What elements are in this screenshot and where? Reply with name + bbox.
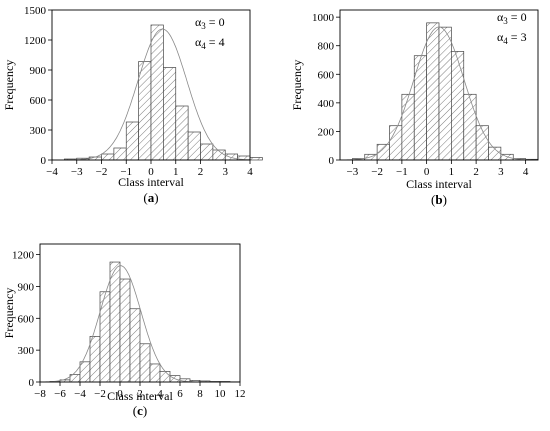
x-tick-label: 0 <box>424 166 430 178</box>
histogram-bar <box>149 363 161 383</box>
y-tick-label: 1200 <box>12 250 35 262</box>
y-tick-label: 900 <box>30 65 47 77</box>
panel-label: (a) <box>143 190 158 205</box>
moment-annotation: α3 = 0 <box>497 10 527 26</box>
histogram-bar <box>159 371 171 383</box>
histogram-bar <box>187 131 201 161</box>
chart-panel-b: −3 −2 −1 0 1 2 3 4 0 200 400 600 800 1000 Class interv… <box>290 9 539 207</box>
histogram-bar <box>249 157 263 161</box>
x-tick-label: 6 <box>177 388 183 400</box>
y-axis-label: Frequency <box>2 60 16 111</box>
x-tick-label: 4 <box>157 388 163 400</box>
y-tick-label: 0 <box>329 155 335 167</box>
histogram-bar <box>451 51 465 161</box>
x-tick-label: −2 <box>96 166 108 178</box>
density-curve <box>52 28 251 161</box>
y-tick-label: 300 <box>18 345 35 357</box>
y-tick-label: 600 <box>18 313 35 325</box>
histogram-bar <box>224 153 238 161</box>
histogram-bar <box>89 336 101 383</box>
chart-panel-c: −8 −6 −4 −2 0 2 4 6 8 10 12 0 300 600 900 1200 Class int… <box>2 243 246 418</box>
x-tick-label: 0 <box>117 388 123 400</box>
y-axis-label: Frequency <box>2 288 16 339</box>
x-axis-label: Class interval <box>118 175 184 189</box>
histogram-bar <box>125 121 139 161</box>
x-tick-label: 4 <box>523 166 529 178</box>
plot-frame <box>339 9 539 161</box>
x-tick-label: 12 <box>235 388 246 400</box>
x-tick-label: −4 <box>46 166 58 178</box>
histogram-bar <box>119 278 131 383</box>
histogram-bar <box>99 291 111 383</box>
histogram-bar <box>113 147 127 161</box>
x-tick-label: 1 <box>449 166 455 178</box>
x-tick-label: 2 <box>473 166 479 178</box>
x-tick-label: −8 <box>34 388 46 400</box>
x-tick-label: 0 <box>148 166 154 178</box>
x-axis-label: Class interval <box>107 389 173 403</box>
histogram-bar <box>163 67 177 161</box>
x-tick-label: 10 <box>215 388 227 400</box>
histogram-bar <box>129 308 141 383</box>
histogram-bar <box>139 343 151 383</box>
x-tick-label: −3 <box>71 166 83 178</box>
y-tick-label: 1500 <box>24 5 47 17</box>
y-tick-label: 200 <box>318 126 335 138</box>
y-tick-label: 300 <box>30 125 47 137</box>
x-tick-label: −3 <box>347 166 359 178</box>
histogram-bar <box>109 261 121 383</box>
x-tick-label: −2 <box>94 388 106 400</box>
x-tick-label: 3 <box>223 166 229 178</box>
histogram-bar <box>438 26 452 161</box>
histogram-bar <box>200 143 214 161</box>
histogram-bar <box>175 105 189 161</box>
x-tick-label: −1 <box>120 166 132 178</box>
y-tick-label: 1000 <box>312 12 335 24</box>
histogram-bar <box>79 361 91 383</box>
x-tick-label: −4 <box>74 388 86 400</box>
x-tick-label: −6 <box>54 388 66 400</box>
x-tick-label: −2 <box>371 166 383 178</box>
y-tick-label: 400 <box>318 98 335 110</box>
x-tick-label: 1 <box>173 166 179 178</box>
histogram-bar <box>150 24 164 161</box>
moment-annotation: α4 = 3 <box>497 30 527 46</box>
chart-panel-a: −4 −3 −2 −1 0 1 2 3 4 0 300 600 900 1200 1500 Class int… <box>2 5 263 205</box>
x-tick-label: −1 <box>396 166 408 178</box>
moment-annotation: α3 = 0 <box>195 15 225 31</box>
x-axis-label: Class interval <box>406 177 472 191</box>
histogram-bar <box>426 22 440 161</box>
y-axis-label: Frequency <box>290 60 304 111</box>
density-curve <box>340 26 538 161</box>
moment-annotation: α4 = 4 <box>195 35 225 51</box>
panel-label: (c) <box>133 403 147 418</box>
histogram-bar <box>401 93 415 161</box>
y-tick-label: 900 <box>18 281 35 293</box>
panel-label: (b) <box>431 192 447 207</box>
histogram-bar <box>138 61 152 161</box>
y-tick-label: 1200 <box>24 35 47 47</box>
x-tick-label: 3 <box>498 166 504 178</box>
y-tick-label: 600 <box>30 95 47 107</box>
y-tick-label: 0 <box>29 377 35 389</box>
y-tick-label: 600 <box>318 69 335 81</box>
histogram-bar <box>101 153 115 161</box>
histogram-bar <box>463 93 477 161</box>
x-tick-label: 8 <box>197 388 203 400</box>
x-tick-label: 2 <box>198 166 204 178</box>
y-tick-label: 0 <box>41 155 47 167</box>
y-tick-label: 800 <box>318 41 335 53</box>
x-tick-label: 4 <box>247 166 253 178</box>
x-tick-label: 2 <box>137 388 143 400</box>
